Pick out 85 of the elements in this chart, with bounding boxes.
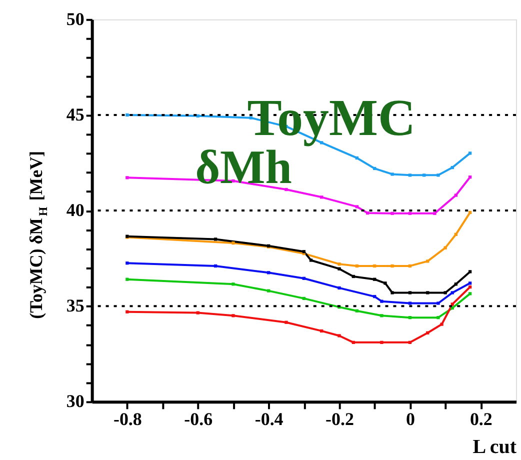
y-tick-label: 50 [66, 8, 84, 29]
point [422, 174, 426, 177]
point [440, 322, 444, 326]
point [373, 278, 376, 281]
point [454, 232, 458, 236]
point [454, 282, 458, 286]
point [408, 302, 412, 305]
point [408, 174, 412, 177]
point [338, 334, 341, 338]
point [355, 309, 359, 312]
point [214, 238, 218, 241]
point [390, 172, 394, 176]
point [433, 212, 436, 215]
point [366, 211, 370, 215]
point [196, 311, 200, 314]
point [408, 264, 412, 268]
point [302, 296, 306, 300]
point [380, 340, 384, 344]
x-tick-label: -0.8 [113, 409, 142, 430]
point [232, 282, 235, 286]
point [126, 113, 129, 117]
point [408, 340, 412, 344]
point [309, 258, 313, 262]
point [436, 174, 440, 177]
point [320, 329, 324, 333]
point [320, 196, 324, 199]
point [126, 262, 129, 265]
point [266, 289, 270, 292]
point [196, 114, 200, 118]
point [468, 292, 472, 296]
point [302, 276, 306, 280]
point [408, 291, 412, 294]
point [468, 282, 472, 285]
point [436, 316, 440, 320]
x-tick-label: -0.4 [254, 409, 284, 430]
point [468, 285, 472, 289]
point [214, 264, 218, 268]
point [426, 260, 430, 263]
y-tick-label: 35 [66, 296, 84, 316]
point [355, 205, 359, 208]
point [373, 166, 376, 170]
point [468, 152, 472, 155]
point [380, 300, 384, 303]
y-tick-label: 40 [66, 200, 84, 220]
point [232, 241, 235, 245]
x-axis-title: L cut [472, 436, 517, 458]
point [266, 271, 270, 274]
point [380, 314, 384, 318]
point [338, 286, 341, 290]
point [390, 212, 394, 215]
x-tick-label: -0.6 [184, 409, 213, 430]
point [426, 331, 430, 334]
x-tick-label: -0.2 [326, 409, 354, 430]
point [408, 212, 412, 215]
point [468, 176, 472, 179]
point [126, 310, 129, 314]
point [284, 188, 288, 192]
point [126, 176, 129, 180]
point [468, 270, 472, 274]
point [436, 302, 440, 305]
y-tick-label: 45 [66, 104, 84, 124]
point [373, 294, 376, 298]
y-tick-label: 30 [66, 391, 84, 412]
point [284, 320, 288, 324]
point [355, 156, 359, 160]
point [384, 282, 387, 285]
point [352, 274, 355, 278]
point [444, 291, 447, 294]
y-axis-title: (ToyMC) δMH [MeV] [26, 150, 50, 319]
point [426, 291, 430, 294]
point [408, 316, 412, 320]
point [126, 278, 129, 281]
point [355, 264, 359, 268]
point [338, 267, 341, 270]
point [450, 166, 454, 170]
point [454, 194, 458, 197]
point [390, 291, 394, 294]
point [232, 314, 235, 318]
point [450, 291, 454, 294]
point [352, 340, 355, 344]
point [444, 246, 447, 250]
x-tick-label: 0 [406, 409, 415, 430]
x-tick-label: 0.2 [470, 409, 492, 430]
point [338, 262, 341, 266]
point [468, 210, 472, 214]
